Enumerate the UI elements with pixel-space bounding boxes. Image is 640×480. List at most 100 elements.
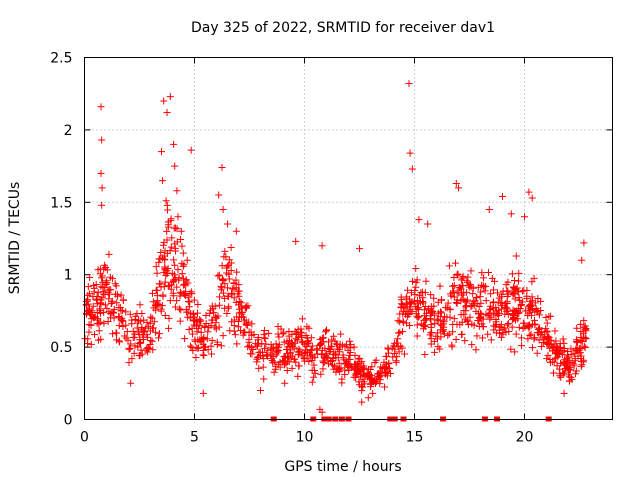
data-point [503, 299, 511, 307]
data-point [557, 373, 565, 381]
data-point [93, 300, 101, 308]
data-point [305, 357, 313, 365]
data-point [439, 316, 447, 324]
data-point [523, 286, 531, 294]
data-point [178, 270, 186, 278]
data-point [260, 326, 268, 334]
data-point [552, 337, 560, 345]
data-point [298, 315, 306, 323]
data-point [285, 327, 293, 335]
y-tick-label: 2 [64, 123, 73, 139]
data-point [570, 350, 578, 358]
data-point [207, 342, 215, 350]
data-point [108, 297, 116, 305]
y-tick-label: 1 [64, 268, 73, 284]
data-point [232, 276, 240, 284]
data-point [512, 330, 520, 338]
data-point [457, 276, 465, 284]
data-point [261, 344, 269, 352]
data-point [340, 356, 348, 364]
data-point [295, 362, 303, 370]
data-point [461, 337, 469, 345]
data-point [542, 314, 550, 322]
data-point [511, 348, 519, 356]
data-point [268, 356, 276, 364]
data-point [181, 291, 189, 299]
data-point [347, 362, 355, 370]
data-point [394, 317, 402, 325]
data-point [305, 324, 313, 332]
data-point [317, 340, 325, 348]
x-tick-label: 5 [190, 430, 199, 446]
data-point [427, 340, 435, 348]
data-point [477, 288, 485, 296]
data-point [119, 323, 127, 331]
data-point [373, 370, 381, 378]
data-point [530, 316, 538, 324]
data-point [272, 363, 280, 371]
data-point [184, 293, 192, 301]
data-point [565, 371, 573, 379]
data-point [406, 321, 414, 329]
data-point [434, 343, 442, 351]
data-point [490, 298, 498, 306]
data-point [434, 309, 442, 317]
data-point [245, 336, 253, 344]
data-point [422, 277, 430, 285]
data-point [216, 301, 224, 309]
data-point [444, 331, 452, 339]
data-point [280, 329, 288, 337]
data-point [90, 288, 98, 296]
data-point [176, 317, 184, 325]
data-point [230, 322, 238, 330]
data-point [277, 325, 285, 333]
data-point [485, 310, 493, 318]
data-point [159, 241, 167, 249]
data-point [328, 342, 336, 350]
data-point [502, 303, 510, 311]
data-point [233, 340, 241, 348]
data-point [194, 301, 202, 309]
data-point [517, 334, 525, 342]
data-point [140, 316, 148, 324]
data-point [165, 324, 173, 332]
data-point [149, 346, 157, 354]
data-point [580, 317, 588, 325]
data-point [505, 327, 513, 335]
data-point [546, 356, 554, 364]
data-point [260, 375, 268, 383]
data-point [513, 284, 521, 292]
data-point [396, 328, 404, 336]
data-point [122, 308, 130, 316]
data-point [533, 349, 541, 357]
data-point [231, 331, 239, 339]
data-point [499, 193, 506, 201]
data-point [475, 314, 483, 322]
data-point [415, 312, 423, 320]
data-point [294, 372, 302, 380]
data-point [221, 304, 229, 312]
data-point [98, 201, 106, 209]
data-point [181, 280, 189, 288]
data-point [97, 265, 105, 273]
data-point [453, 299, 461, 307]
data-point [212, 325, 220, 333]
data-point [396, 318, 404, 326]
data-point [111, 280, 119, 288]
data-point [119, 296, 127, 304]
data-point [414, 314, 422, 322]
data-point [322, 328, 330, 336]
data-point [119, 317, 127, 325]
data-point [93, 309, 101, 317]
data-point [530, 274, 538, 282]
data-point [389, 353, 397, 361]
data-point [298, 333, 306, 341]
data-point [478, 334, 486, 342]
data-point [337, 330, 345, 338]
data-point [360, 371, 368, 379]
data-point [497, 333, 505, 341]
data-point [450, 282, 458, 290]
data-point [223, 309, 231, 317]
data-point [351, 371, 359, 379]
data-point [416, 298, 424, 306]
